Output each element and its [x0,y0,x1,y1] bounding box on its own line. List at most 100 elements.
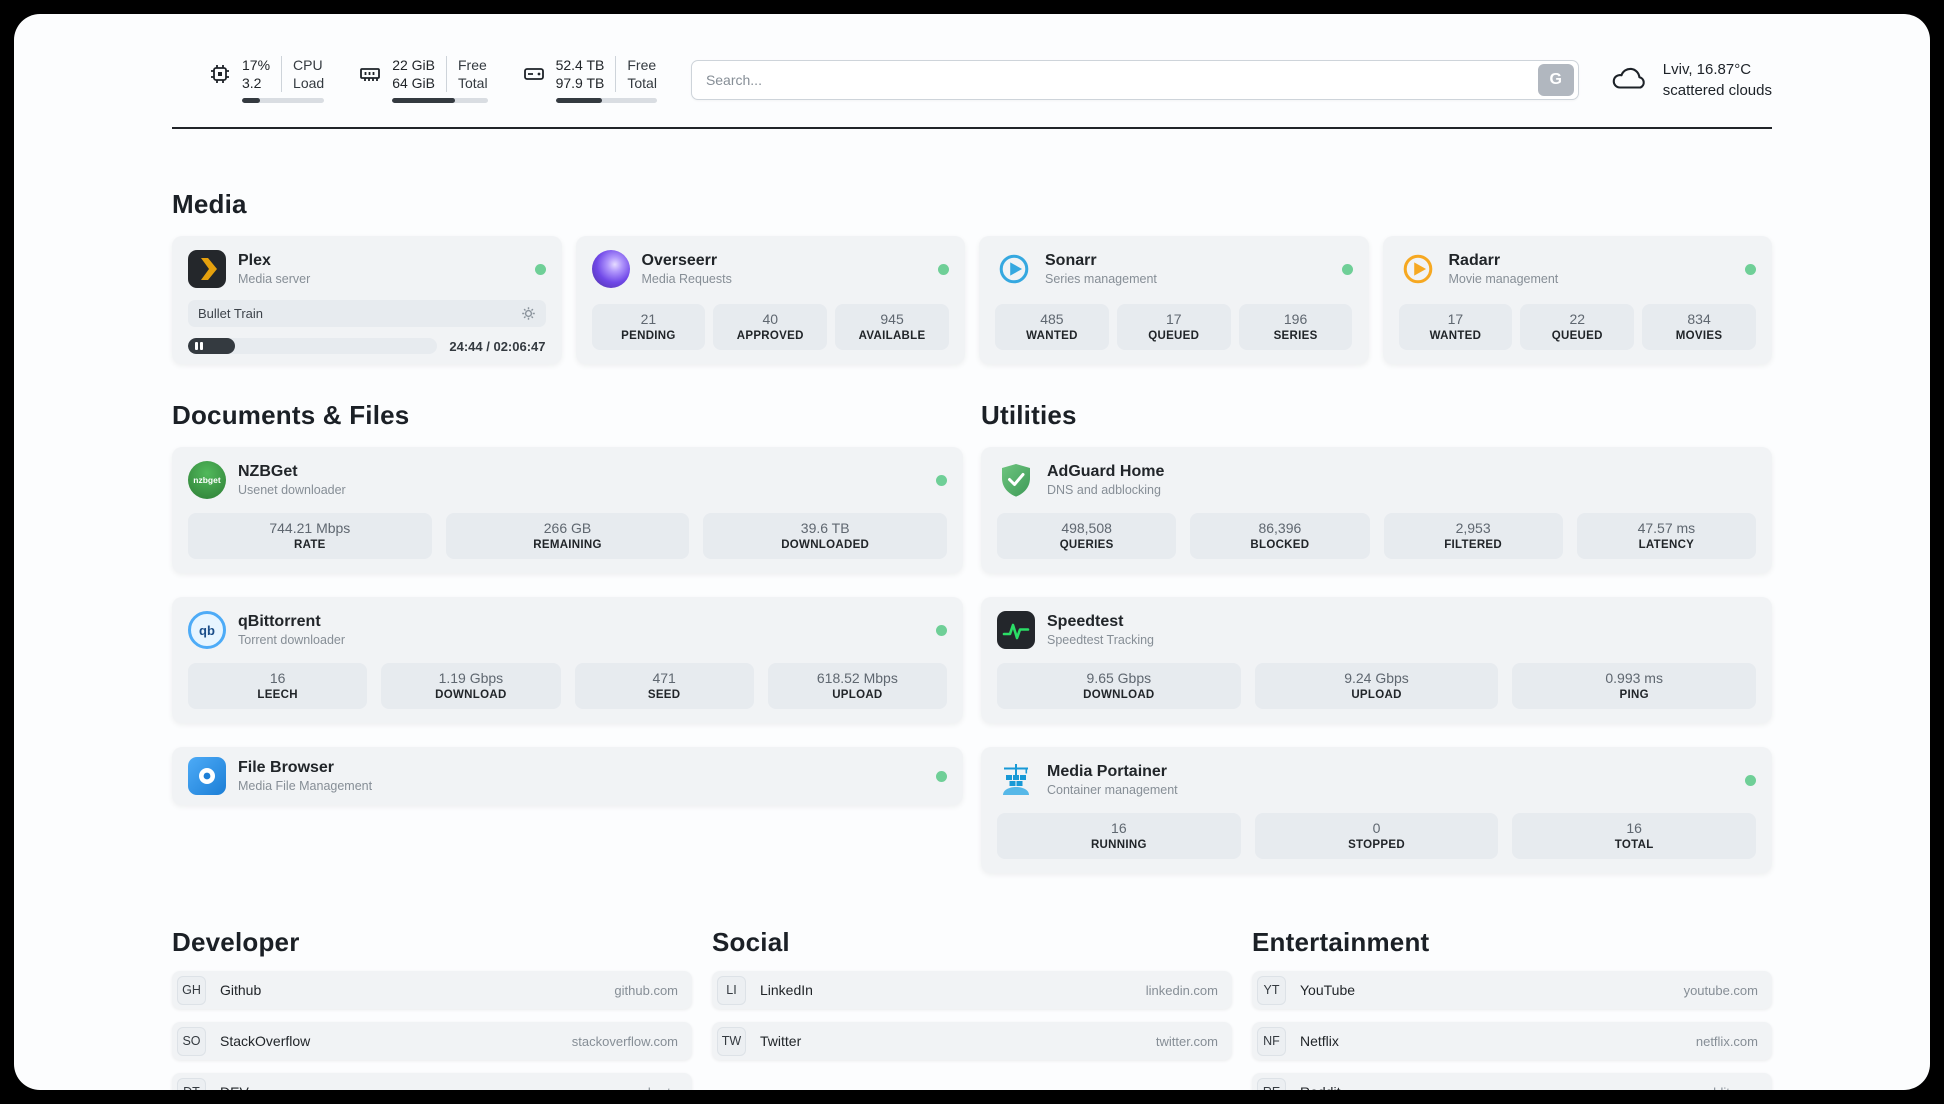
search-bar: G [690,59,1579,100]
stat-label: PING [1619,689,1649,701]
dashboard-page: 17% 3.2 CPU Load [14,14,1930,1090]
bookmark-url: dev.to [644,1085,678,1091]
stat-box: 39.6 TB DOWNLOADED [703,513,948,559]
bookmark-youtube[interactable]: YT YouTube youtube.com [1252,971,1772,1009]
app-card-radarr[interactable]: Radarr Movie management 17 WANTED 22 QUE… [1382,236,1772,364]
stat-box: 0 STOPPED [1254,813,1499,859]
app-name: Media Portainer [1047,763,1168,780]
stat-label: AVAILABLE [858,330,926,342]
bookmark-url: reddit.com [1697,1085,1758,1091]
app-name: Overseerr [641,252,718,269]
stat-value: 1.19 Gbps [438,670,504,686]
app-card-adguard[interactable]: AdGuard Home DNS and adblocking 498,508 … [981,447,1772,573]
stat-value: 618.52 Mbps [816,670,898,686]
utilities-column: Utilities [981,400,1772,873]
twitter-icon: TW [717,1026,746,1056]
status-dot [534,263,546,275]
bookmark-stackoverflow[interactable]: SO StackOverflow stackoverflow.com [172,1022,692,1060]
ram-icon [358,62,382,91]
nzbget-icon: nzbget [188,461,226,499]
playback-progress-bar [188,338,438,354]
app-subtitle: Speedtest Tracking [1047,633,1155,647]
stat-label: LEECH [257,689,298,701]
bookmark-dev[interactable]: DT DEV dev.to [172,1073,692,1090]
stat-value: 16 [269,670,286,686]
stat-label: SERIES [1273,330,1318,342]
app-card-nzbget[interactable]: nzbget NZBGet Usenet downloader 744.21 M… [172,447,963,573]
stat-box: 834 MOVIES [1642,304,1756,350]
section-title-media: Media [172,189,247,219]
cpu-load-label: Load [293,75,325,91]
playback-time: 24:44 / 02:06:47 [449,338,546,354]
cpu-metric: 17% 3.2 CPU Load [208,56,325,103]
ram-total-value: 64 GiB [392,75,435,91]
status-dot [936,770,947,782]
stat-box: 16 TOTAL [1512,813,1757,859]
app-name: Plex [238,252,271,269]
stat-value: 498,508 [1061,520,1112,536]
app-name: AdGuard Home [1047,463,1165,480]
linkedin-icon: LI [717,975,746,1005]
bookmark-netflix[interactable]: NF Netflix netflix.com [1252,1022,1772,1060]
app-card-portainer[interactable]: Media Portainer Container management 16 … [981,747,1772,873]
stat-box: 2,953 FILTERED [1383,513,1563,559]
bookmark-name: DEV [220,1084,249,1090]
status-dot [936,474,947,486]
disk-icon [522,62,546,91]
app-card-filebrowser[interactable]: File Browser Media File Management [172,747,963,805]
stat-value: 9.24 Gbps [1344,670,1409,686]
app-card-overseerr[interactable]: Overseerr Media Requests 21 PENDING 40 A… [575,236,965,364]
cpu-progress-bar [242,98,325,103]
stat-label: APPROVED [736,330,804,342]
app-card-qbittorrent[interactable]: qb qBittorrent Torrent downloader 16 LEE… [172,597,963,723]
stat-box: 47.57 ms LATENCY [1576,513,1756,559]
disk-progress-bar [555,98,657,103]
ram-free-label: Free [458,57,487,73]
section-title-entertainment: Entertainment [1252,927,1430,957]
app-name: qBittorrent [238,613,321,630]
status-dot [938,263,949,275]
pause-icon [195,342,203,350]
stat-label: STOPPED [1348,839,1405,851]
app-name: Speedtest [1047,613,1124,630]
bookmark-group-entertainment: Entertainment YT YouTube youtube.com NF … [1252,927,1772,1090]
bookmark-reddit[interactable]: RE Reddit reddit.com [1252,1073,1772,1090]
stat-value: 17 [1165,311,1182,327]
app-card-speedtest[interactable]: Speedtest Speedtest Tracking 9.65 Gbps D… [981,597,1772,723]
reddit-icon: RE [1257,1077,1286,1090]
search-engine-button[interactable]: G [1537,63,1574,96]
github-icon: GH [177,975,206,1005]
stat-label: DOWNLOAD [1083,689,1155,701]
stat-label: WANTED [1026,330,1078,342]
stat-box: 16 LEECH [188,663,368,709]
app-card-plex[interactable]: Plex Media server Bullet Train [172,236,562,364]
stat-value: 17 [1447,311,1464,327]
stat-box: 40 APPROVED [713,304,828,350]
stat-box: 1.19 Gbps DOWNLOAD [381,663,561,709]
adguard-icon [997,461,1035,499]
stat-value: 40 [762,311,779,327]
documents-column: Documents & Files nzbget NZBGet Usenet d… [172,400,963,873]
bookmark-url: linkedin.com [1145,982,1218,998]
bookmark-url: twitter.com [1155,1033,1218,1049]
search-input[interactable] [705,71,1538,88]
stat-box: 17 WANTED [1398,304,1513,350]
gear-icon[interactable] [521,306,536,321]
status-dot [1745,263,1756,275]
stat-value: 16 [1626,820,1642,836]
stat-value: 196 [1283,311,1308,327]
stat-value: 834 [1687,311,1711,327]
app-card-sonarr[interactable]: Sonarr Series management 485 WANTED 17 Q… [979,236,1369,364]
bookmark-linkedin[interactable]: LI LinkedIn linkedin.com [712,971,1232,1009]
bookmark-github[interactable]: GH Github github.com [172,971,692,1009]
bookmark-twitter[interactable]: TW Twitter twitter.com [712,1022,1232,1060]
app-name: Radarr [1448,252,1501,269]
section-title-social: Social [712,927,790,957]
stat-label: LATENCY [1638,539,1695,551]
stat-label: DOWNLOADED [781,539,870,551]
stat-value: 47.57 ms [1637,520,1696,536]
stat-box: 0.993 ms PING [1512,663,1757,709]
cloud-icon [1609,61,1651,98]
bookmark-name: LinkedIn [760,982,813,998]
stat-label: MOVIES [1675,330,1723,342]
